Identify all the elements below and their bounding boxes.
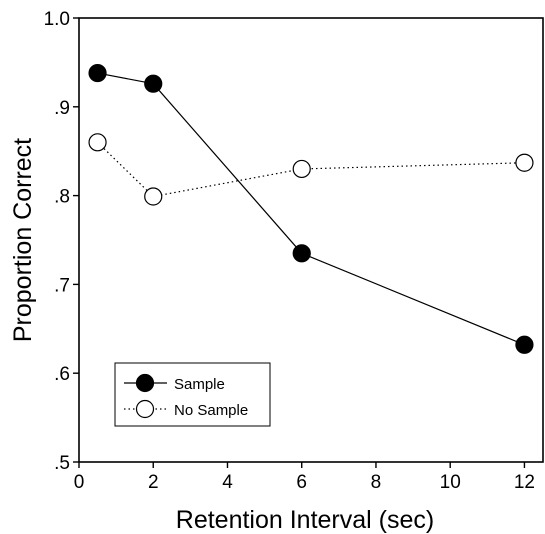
- plot-frame: [78, 17, 544, 463]
- x-tick-label: 6: [296, 472, 307, 493]
- series-line-sample: [97, 72, 525, 346]
- x-axis-title: Retention Interval (sec): [176, 506, 434, 534]
- legend-marker-sample: [135, 373, 155, 393]
- y-tick-label: .7: [54, 275, 70, 296]
- x-tick-label: 8: [371, 472, 382, 493]
- x-tick-label: 4: [222, 472, 233, 493]
- series-layer: [88, 63, 534, 354]
- y-tick-label: .6: [54, 364, 70, 385]
- y-tick-label: .5: [54, 453, 70, 474]
- data-point-sample: [144, 74, 163, 93]
- legend-label-sample: Sample: [174, 376, 225, 393]
- legend-marker-no-sample: [135, 399, 155, 419]
- x-tick-label: 12: [514, 472, 535, 493]
- x-tick-label: 2: [148, 472, 159, 493]
- data-point-no-sample: [88, 133, 107, 152]
- x-tick-label: 10: [440, 472, 461, 493]
- legend-label-no-sample: No Sample: [174, 402, 248, 419]
- y-tick-label: 1.0: [44, 9, 70, 30]
- data-point-sample: [88, 63, 107, 83]
- data-point-sample: [292, 244, 311, 263]
- y-tick-label: .8: [54, 187, 70, 208]
- y-tick-label: .9: [54, 98, 70, 119]
- legend: Sample No Sample: [114, 362, 271, 427]
- series-line-no-sample: [97, 141, 525, 198]
- data-point-no-sample: [144, 187, 163, 206]
- y-axis-title: Proportion Correct: [9, 138, 37, 342]
- axis-ticks: 0 2 4 6 8 10 12 .5 .6 .7 .8 .9 1.0: [44, 9, 535, 493]
- data-point-no-sample: [515, 153, 534, 172]
- data-point-no-sample: [292, 159, 311, 179]
- data-point-sample: [515, 335, 534, 354]
- x-tick-label: 0: [74, 472, 85, 493]
